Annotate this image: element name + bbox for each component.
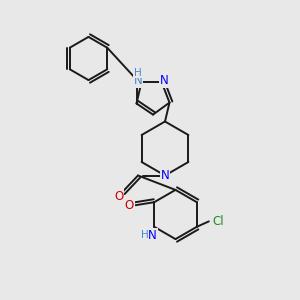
Text: Cl: Cl (212, 215, 224, 228)
Text: H: H (141, 230, 148, 240)
Text: N: N (148, 229, 157, 242)
Text: H: H (134, 68, 142, 78)
Text: O: O (124, 199, 134, 212)
Text: O: O (114, 190, 123, 203)
Text: N: N (160, 169, 169, 182)
Text: N: N (134, 74, 142, 87)
Text: N: N (160, 74, 169, 87)
